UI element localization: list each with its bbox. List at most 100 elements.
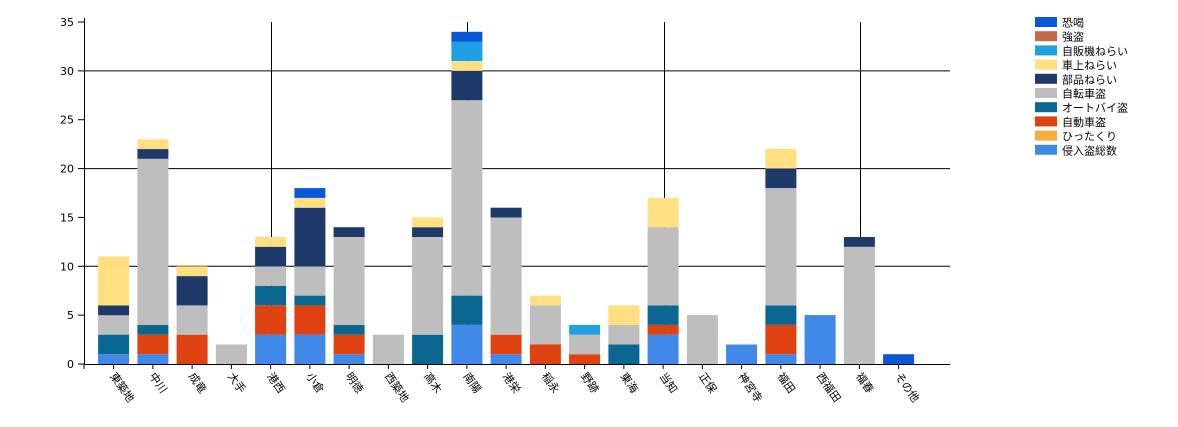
bar-segment bbox=[883, 354, 915, 364]
legend-swatch bbox=[1035, 45, 1057, 56]
x-tick-label: その他 bbox=[892, 370, 922, 404]
x-tick-label: 西築地 bbox=[382, 370, 412, 405]
bar-segment bbox=[98, 256, 130, 306]
bar-segment bbox=[333, 334, 365, 355]
bar-segment bbox=[176, 266, 208, 277]
legend-swatch bbox=[1035, 17, 1057, 27]
legend-label: ひったくり bbox=[1062, 130, 1117, 143]
bar-segment bbox=[490, 217, 522, 335]
bar-segment bbox=[333, 237, 365, 325]
x-tick-label: 港栄 bbox=[500, 370, 524, 396]
bar-segment bbox=[294, 188, 326, 198]
y-tick-label: 25 bbox=[60, 114, 74, 127]
legend-label: 恐喝 bbox=[1062, 17, 1084, 30]
bar-segment bbox=[451, 61, 483, 71]
legend-swatch bbox=[1035, 73, 1057, 84]
bar-segment bbox=[333, 324, 365, 335]
bar-segment bbox=[333, 227, 365, 237]
bar-segment bbox=[255, 305, 287, 335]
x-tick-label: 港西 bbox=[264, 370, 287, 395]
y-tick-label: 20 bbox=[60, 163, 74, 176]
bar-segment bbox=[137, 158, 169, 325]
bar-segment bbox=[647, 227, 679, 306]
legend-label: 自動車盗 bbox=[1062, 115, 1106, 129]
bar-segment bbox=[137, 354, 169, 364]
legend: 恐喝強盗自販機ねらい車上ねらい部品ねらい自転車盗オートバイ盗自動車盗ひったくり侵… bbox=[1035, 17, 1128, 157]
bar-segment bbox=[372, 334, 404, 364]
bar-segment bbox=[255, 266, 287, 286]
x-tick-label: 中川 bbox=[146, 370, 169, 395]
bar-segment bbox=[294, 305, 326, 335]
bar-segment bbox=[804, 315, 836, 364]
x-tick-label: 明徳 bbox=[343, 370, 366, 395]
bar-segment bbox=[765, 324, 797, 355]
bar-segment bbox=[137, 324, 169, 335]
bar-segment bbox=[529, 344, 561, 364]
bar-segment bbox=[98, 334, 130, 355]
bar-segment bbox=[765, 305, 797, 325]
legend-swatch bbox=[1035, 102, 1057, 113]
bar-segment bbox=[569, 334, 601, 355]
x-tick-label: 西福田 bbox=[814, 370, 844, 405]
bar-segment bbox=[294, 207, 326, 267]
bar-segment bbox=[765, 149, 797, 169]
bar-segment bbox=[176, 305, 208, 335]
bar-segment bbox=[412, 227, 444, 237]
bar-segment bbox=[255, 285, 287, 306]
bar-segment bbox=[255, 246, 287, 267]
x-tick-label: 稲永 bbox=[539, 370, 563, 396]
legend-swatch bbox=[1035, 31, 1057, 42]
bar-segment bbox=[451, 100, 483, 296]
bar-segment bbox=[765, 354, 797, 364]
bar-segment bbox=[451, 70, 483, 101]
bar-segment bbox=[294, 295, 326, 306]
bar-segment bbox=[294, 334, 326, 364]
legend-label: オートバイ盗 bbox=[1062, 102, 1128, 115]
legend-swatch bbox=[1035, 130, 1057, 141]
bar-segment bbox=[451, 295, 483, 325]
bar-segment bbox=[569, 324, 601, 335]
y-tick-label: 0 bbox=[67, 358, 74, 371]
bar-segment bbox=[176, 334, 208, 364]
bar-segment bbox=[412, 237, 444, 335]
bar-segment bbox=[98, 315, 130, 335]
bar-segment bbox=[608, 305, 640, 325]
x-tick-label: 高木 bbox=[421, 370, 445, 396]
bar-segment bbox=[490, 207, 522, 218]
x-tick-label: 野跡 bbox=[578, 370, 602, 396]
y-tick-label: 10 bbox=[60, 260, 74, 273]
bar-segment bbox=[451, 41, 483, 61]
x-tick-label: 当知 bbox=[657, 370, 681, 396]
bars-layer bbox=[98, 31, 915, 364]
legend-swatch bbox=[1035, 116, 1057, 127]
legend-swatch bbox=[1035, 144, 1057, 155]
legend-label: 強盗 bbox=[1062, 31, 1084, 44]
legend-swatch bbox=[1035, 88, 1057, 98]
bar-segment bbox=[176, 276, 208, 306]
x-tick-label: 東築地 bbox=[107, 370, 137, 405]
x-tick-label: 小倉 bbox=[303, 370, 327, 396]
bar-segment bbox=[765, 168, 797, 189]
bar-segment bbox=[843, 246, 875, 364]
bar-segment bbox=[569, 354, 601, 364]
bar-segment bbox=[137, 334, 169, 355]
bar-segment bbox=[451, 324, 483, 364]
legend-swatch bbox=[1035, 59, 1057, 70]
legend-label: 侵入盗総数 bbox=[1062, 143, 1117, 157]
x-tick-label: 正保 bbox=[696, 370, 720, 396]
bar-segment bbox=[215, 344, 247, 364]
x-tick-label: 南陽 bbox=[460, 370, 483, 395]
y-tick-label: 30 bbox=[60, 65, 74, 78]
bar-segment bbox=[137, 149, 169, 159]
x-tick-label: 福春 bbox=[853, 370, 877, 396]
legend-label: 自販機ねらい bbox=[1062, 44, 1128, 58]
bar-segment bbox=[647, 334, 679, 364]
bar-segment bbox=[647, 324, 679, 335]
bar-segment bbox=[98, 305, 130, 316]
x-tick-label: 東海 bbox=[617, 370, 641, 396]
bar-segment bbox=[529, 295, 561, 306]
y-tick-label: 5 bbox=[67, 309, 74, 322]
bar-segment bbox=[529, 305, 561, 345]
bar-segment bbox=[490, 334, 522, 355]
